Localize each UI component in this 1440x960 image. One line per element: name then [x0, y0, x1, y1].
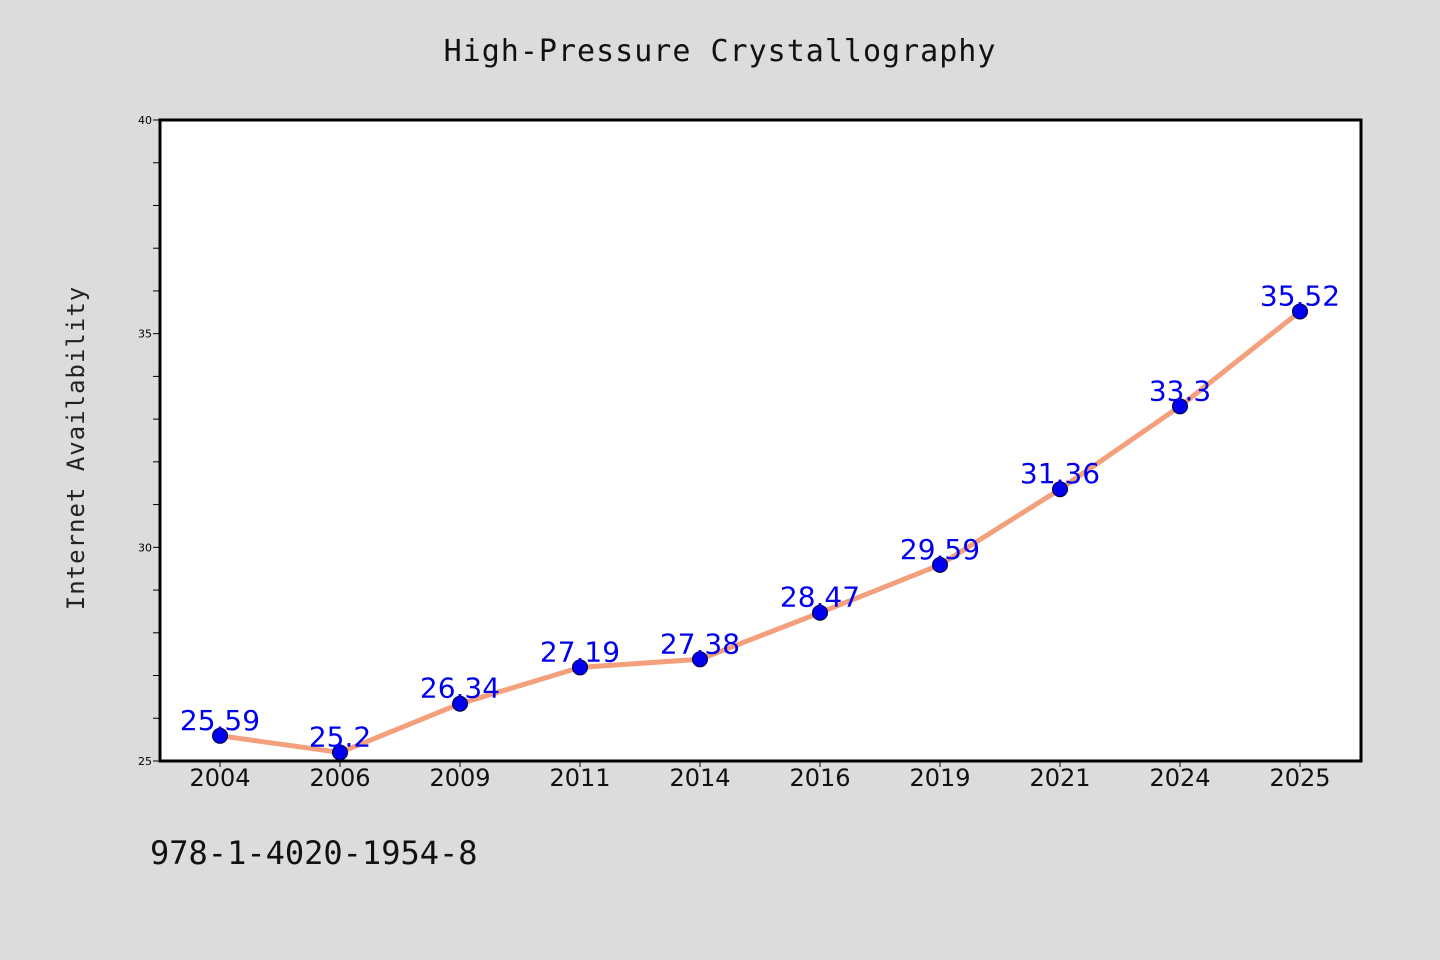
data-label: 31.36: [1020, 457, 1100, 490]
data-label: 25.59: [180, 704, 260, 737]
data-label: 33.3: [1149, 374, 1211, 407]
data-point: [572, 659, 588, 676]
x-tick-label: 2014: [669, 764, 730, 792]
data-label: 27.38: [660, 627, 740, 660]
data-point: [332, 744, 348, 761]
data-point: [932, 556, 948, 573]
data-point: [1172, 398, 1188, 415]
data-point: [1052, 481, 1068, 498]
data-label: 26.34: [420, 672, 500, 705]
y-tick-label: 30: [138, 541, 152, 554]
data-label: 35.52: [1260, 279, 1340, 312]
x-tick-label: 2006: [309, 764, 370, 792]
data-label: 29.59: [900, 533, 980, 566]
x-tick-label: 2024: [1149, 764, 1210, 792]
x-tick-label: 2011: [549, 764, 610, 792]
y-tick-label: 40: [138, 114, 152, 127]
x-tick-label: 2016: [789, 764, 850, 792]
data-point: [452, 695, 468, 712]
x-tick-label: 2019: [909, 764, 970, 792]
x-tick-label: 2009: [429, 764, 490, 792]
x-tick-label: 2004: [189, 764, 250, 792]
data-label: 28.47: [780, 581, 860, 614]
plot-area: [158, 118, 1363, 763]
x-tick-label: 2025: [1269, 764, 1330, 792]
x-tick-label: 2021: [1029, 764, 1090, 792]
series-line: [217, 308, 1303, 755]
y-tick-label: 35: [138, 328, 152, 341]
footer-code: 978-1-4020-1954-8: [150, 834, 478, 872]
data-label: 27.19: [540, 635, 620, 668]
data-point: [1292, 303, 1308, 320]
data-point: [812, 604, 828, 621]
chart-title: High-Pressure Crystallography: [443, 34, 997, 69]
y-tick-label: 25: [138, 755, 152, 768]
data-label: 25.2: [309, 720, 371, 753]
data-point: [212, 727, 228, 744]
data-point: [692, 651, 708, 668]
